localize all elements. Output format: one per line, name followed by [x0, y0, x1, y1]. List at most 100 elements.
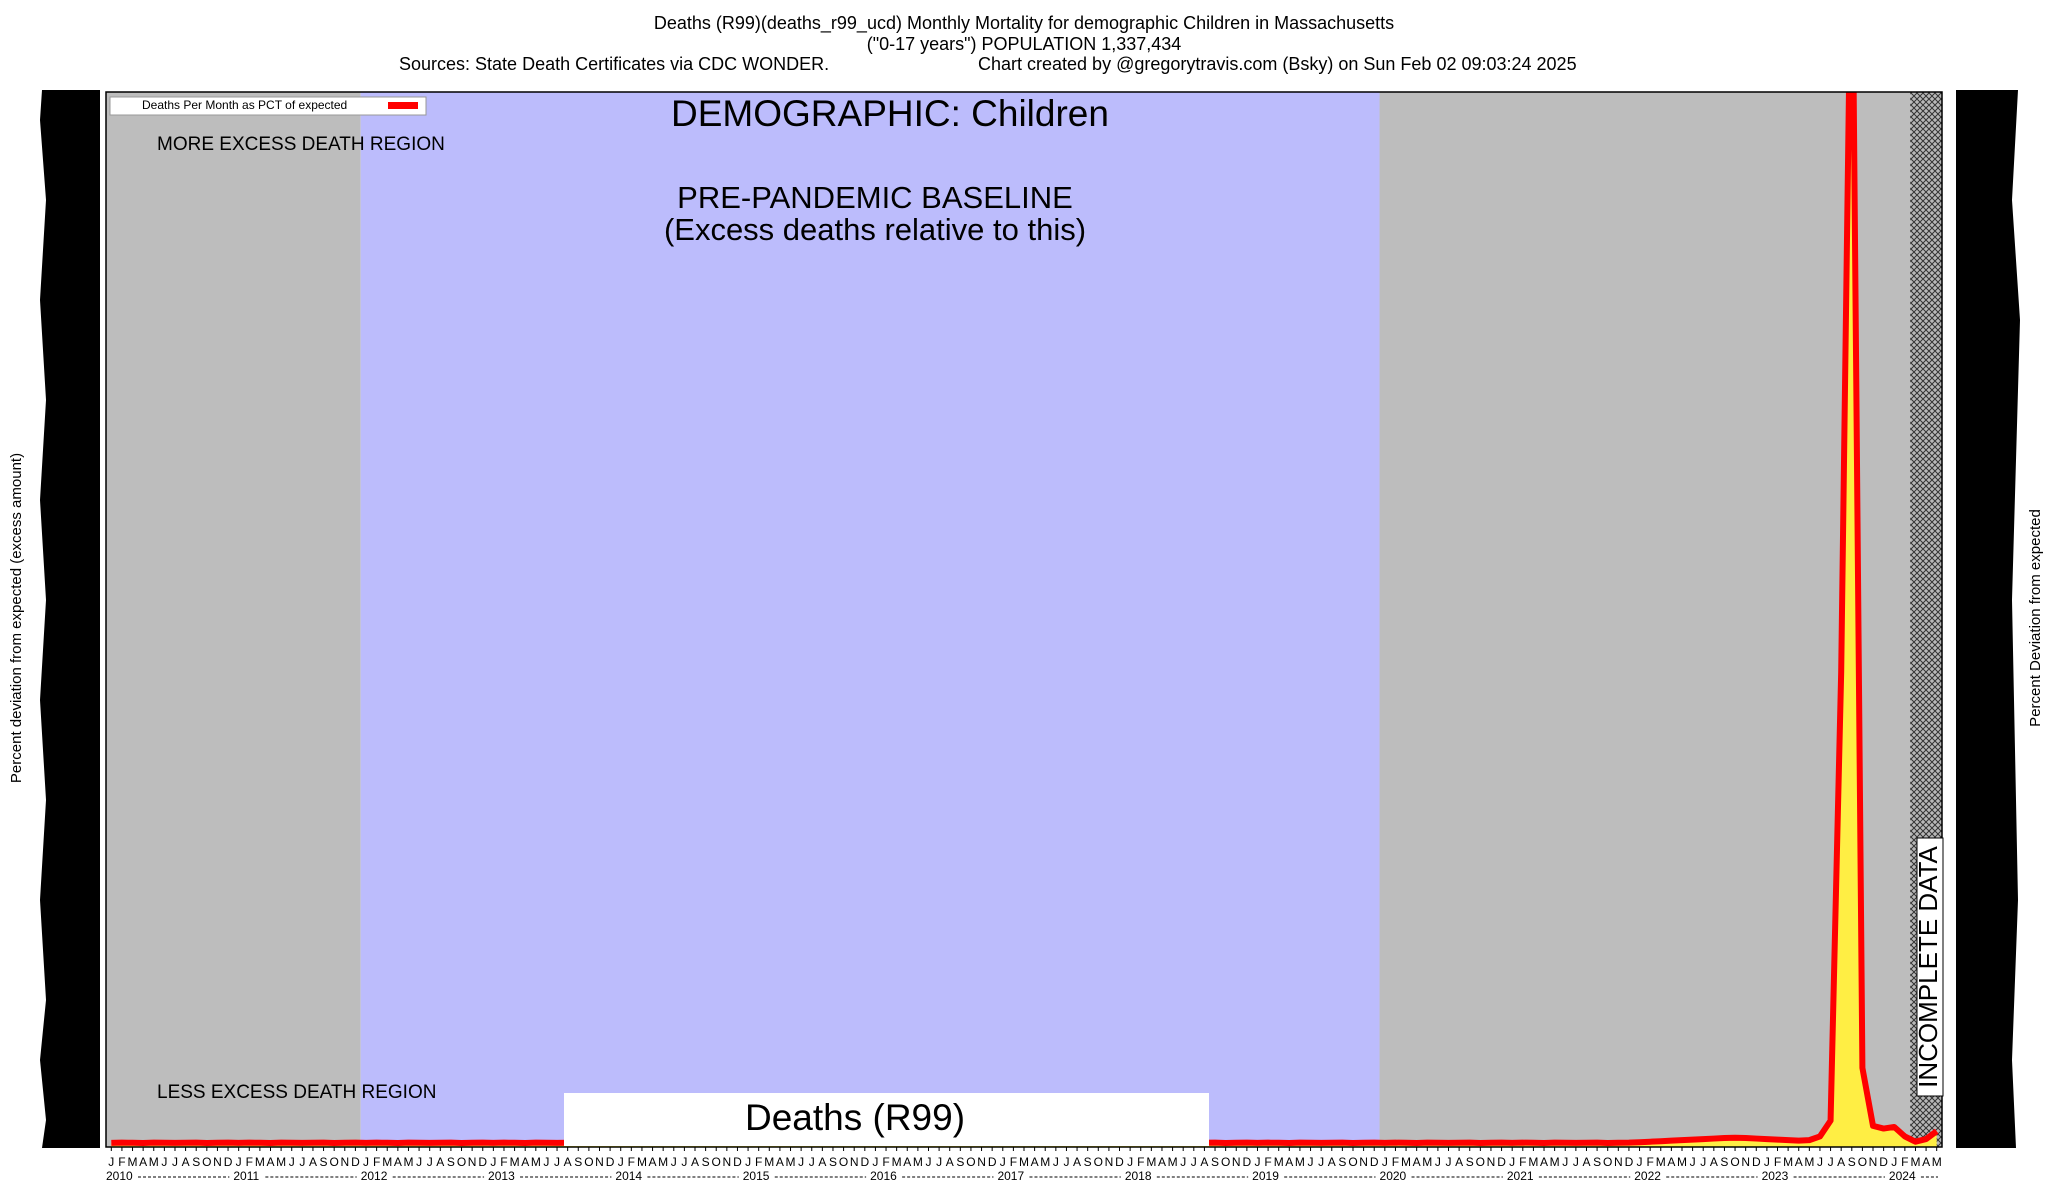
x-tick-label: M	[764, 1155, 774, 1169]
x-tick-label: M	[786, 1155, 796, 1169]
x-tick-label: F	[500, 1155, 507, 1169]
x-tick-label: A	[1200, 1155, 1208, 1169]
x-tick-label: O	[1730, 1155, 1739, 1169]
x-tick-label: M	[531, 1155, 541, 1169]
x-tick-label: J	[363, 1155, 369, 1169]
x-tick-label: F	[246, 1155, 253, 1169]
x-tick-label: N	[723, 1155, 732, 1169]
year-label: 2010	[106, 1169, 133, 1183]
x-tick-label: D	[224, 1155, 233, 1169]
x-tick-label: J	[172, 1155, 178, 1169]
x-tick-label: S	[320, 1155, 328, 1169]
x-tick-label: M	[382, 1155, 392, 1169]
year-label: 2017	[997, 1169, 1024, 1183]
x-tick-label: S	[574, 1155, 582, 1169]
x-tick-label: D	[1752, 1155, 1761, 1169]
legend-label: Deaths Per Month as PCT of expected	[142, 98, 347, 112]
x-tick-label: D	[1115, 1155, 1124, 1169]
x-tick-label: J	[108, 1155, 114, 1169]
x-tick-label: A	[1837, 1155, 1845, 1169]
x-tick-label: S	[1593, 1155, 1601, 1169]
x-tick-label: J	[289, 1155, 295, 1169]
x-tick-label: J	[618, 1155, 624, 1169]
x-tick-label: J	[1318, 1155, 1324, 1169]
x-tick-label: A	[818, 1155, 826, 1169]
x-tick-label: M	[1677, 1155, 1687, 1169]
x-tick-label: A	[1158, 1155, 1166, 1169]
x-tick-label: D	[351, 1155, 360, 1169]
x-tick-label: N	[1487, 1155, 1496, 1169]
x-tick-label: A	[946, 1155, 954, 1169]
x-tick-label: F	[373, 1155, 380, 1169]
x-tick-label: A	[1540, 1155, 1548, 1169]
x-tick-label: F	[1774, 1155, 1781, 1169]
x-tick-label: F	[118, 1155, 125, 1169]
x-tick-label: A	[1285, 1155, 1293, 1169]
x-tick-label: A	[649, 1155, 657, 1169]
x-tick-label: S	[1084, 1155, 1092, 1169]
x-tick-label: F	[1392, 1155, 1399, 1169]
year-label: 2023	[1762, 1169, 1789, 1183]
x-tick-label: S	[192, 1155, 200, 1169]
x-tick-label: A	[1073, 1155, 1081, 1169]
year-label: 2016	[870, 1169, 897, 1183]
x-tick-label: F	[1646, 1155, 1653, 1169]
x-tick-label: M	[128, 1155, 138, 1169]
x-tick-label: N	[1614, 1155, 1623, 1169]
year-label: 2018	[1125, 1169, 1152, 1183]
x-tick-label: A	[903, 1155, 911, 1169]
cause-box	[564, 1093, 1209, 1146]
x-tick-label: M	[255, 1155, 265, 1169]
cause-label: Deaths (R99)	[745, 1097, 965, 1138]
x-tick-label: M	[1401, 1155, 1411, 1169]
y2-axis-label: Percent Deviation from expected	[2027, 509, 2044, 727]
x-tick-label: M	[510, 1155, 520, 1169]
x-tick-label: D	[1497, 1155, 1506, 1169]
x-tick-label: J	[745, 1155, 751, 1169]
x-tick-label: M	[1656, 1155, 1666, 1169]
x-tick-label: M	[1783, 1155, 1793, 1169]
x-tick-label: J	[427, 1155, 433, 1169]
x-tick-label: A	[1795, 1155, 1803, 1169]
x-tick-label: J	[1446, 1155, 1452, 1169]
x-tick-label: D	[1243, 1155, 1252, 1169]
x-tick-label: N	[468, 1155, 477, 1169]
legend-swatch	[388, 102, 418, 109]
year-label: 2011	[233, 1169, 259, 1183]
year-label: 2015	[743, 1169, 770, 1183]
x-tick-label: A	[1710, 1155, 1718, 1169]
x-tick-label: N	[213, 1155, 222, 1169]
legend	[109, 96, 427, 116]
x-tick-label: D	[988, 1155, 997, 1169]
x-tick-label: J	[1127, 1155, 1133, 1169]
x-tick-label: N	[595, 1155, 604, 1169]
x-tick-label: M	[403, 1155, 413, 1169]
x-tick-label: N	[850, 1155, 859, 1169]
x-tick-label: A	[182, 1155, 190, 1169]
x-tick-label: A	[1413, 1155, 1421, 1169]
x-tick-label: J	[236, 1155, 242, 1169]
chart-title: Deaths (R99)(deaths_r99_ucd) Monthly Mor…	[654, 13, 1394, 34]
x-tick-label: F	[755, 1155, 762, 1169]
x-tick-label: N	[977, 1155, 986, 1169]
x-tick-label: J	[1382, 1155, 1388, 1169]
x-tick-label: O	[1348, 1155, 1357, 1169]
x-tick-label: M	[1019, 1155, 1029, 1169]
x-tick-label: A	[394, 1155, 402, 1169]
x-tick-label: F	[628, 1155, 635, 1169]
year-label: 2021	[1507, 1169, 1534, 1183]
x-tick-label: J	[543, 1155, 549, 1169]
x-tick-label: A	[691, 1155, 699, 1169]
x-tick-label: J	[1509, 1155, 1515, 1169]
x-tick-label: J	[1053, 1155, 1059, 1169]
x-tick-label: M	[1422, 1155, 1432, 1169]
x-tick-label: S	[1338, 1155, 1346, 1169]
x-tick-label: N	[1359, 1155, 1368, 1169]
x-tick-label: S	[447, 1155, 455, 1169]
year-label: 2014	[615, 1169, 642, 1183]
x-tick-label: O	[966, 1155, 975, 1169]
x-tick-label: O	[1221, 1155, 1230, 1169]
x-tick-label: S	[1211, 1155, 1219, 1169]
x-tick-label: M	[1932, 1155, 1942, 1169]
